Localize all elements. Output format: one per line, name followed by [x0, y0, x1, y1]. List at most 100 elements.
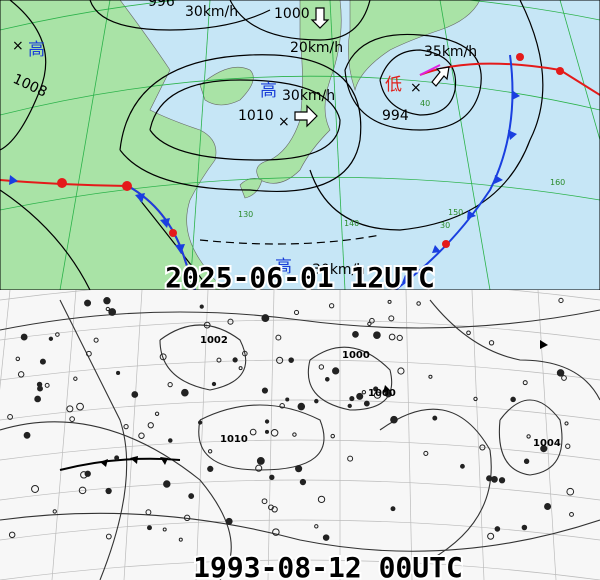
station: [486, 475, 493, 482]
station: [227, 318, 234, 325]
grid-line: [0, 439, 600, 461]
station: [521, 524, 528, 531]
station: [347, 455, 354, 462]
station: [361, 390, 367, 395]
timestamp: 2025-06-01 12UTC: [165, 261, 435, 294]
station: [116, 370, 121, 376]
center-x: ×: [278, 114, 290, 130]
grid-line: [471, 290, 485, 580]
station: [272, 528, 280, 536]
station: [328, 303, 335, 309]
pressure-label: 1010: [238, 108, 274, 124]
station: [269, 474, 275, 481]
station: [352, 331, 359, 338]
station: [332, 367, 340, 375]
station: [207, 465, 214, 473]
station: [34, 395, 41, 403]
station: [314, 524, 319, 529]
station: [203, 321, 211, 329]
station: [145, 509, 152, 516]
station: [123, 424, 129, 430]
low-label: 低: [385, 75, 402, 95]
grid-label: 30: [440, 221, 450, 230]
station: [78, 486, 87, 495]
station: [261, 314, 270, 323]
station: [384, 390, 392, 398]
station: [66, 405, 74, 413]
station: [390, 506, 396, 512]
pressure-label: 1010: [220, 434, 248, 445]
station: [69, 416, 75, 422]
station: [276, 356, 284, 364]
station: [76, 402, 84, 411]
station: [256, 457, 265, 465]
station: [105, 487, 112, 495]
station: [108, 308, 117, 316]
station: [264, 429, 270, 434]
station: [44, 382, 50, 388]
station: [264, 419, 270, 424]
station: [356, 392, 364, 400]
station: [544, 503, 552, 510]
station: [52, 509, 57, 514]
station: [324, 376, 330, 382]
grid-line: [51, 290, 77, 580]
station: [199, 304, 204, 309]
station: [388, 333, 396, 341]
station: [167, 381, 173, 388]
station: [293, 309, 300, 316]
station: [498, 477, 506, 484]
station: [207, 449, 213, 454]
grid-label: 160: [550, 178, 565, 187]
station: [168, 438, 173, 443]
station: [299, 478, 307, 486]
station: [390, 415, 398, 424]
station-plots: [7, 297, 575, 542]
station: [565, 443, 571, 449]
grid-line: [195, 290, 209, 580]
station: [159, 353, 167, 361]
grid-line: [267, 290, 275, 580]
station: [36, 381, 43, 388]
station: [103, 297, 111, 305]
station: [249, 428, 257, 436]
grid-label: 150: [448, 208, 463, 217]
grid-line: [123, 290, 143, 580]
speed-label: 20km/h: [290, 40, 343, 56]
station: [23, 431, 31, 439]
station: [369, 317, 375, 324]
station: [275, 334, 282, 341]
station: [93, 337, 99, 343]
station: [8, 531, 16, 539]
station: [225, 517, 233, 525]
speed-label: 30km/h: [282, 88, 335, 104]
station: [423, 450, 429, 456]
station: [466, 330, 471, 336]
station: [73, 376, 78, 381]
station: [561, 375, 567, 381]
station: [428, 374, 433, 379]
grid-line: [0, 290, 600, 301]
station: [211, 381, 217, 387]
high-label: 高: [260, 81, 277, 101]
isobars: [0, 299, 600, 580]
station: [255, 464, 263, 472]
station: [48, 336, 54, 341]
station: [297, 402, 306, 411]
grid-line: [0, 479, 600, 501]
station: [295, 465, 303, 473]
station: [314, 398, 319, 404]
station: [268, 504, 274, 511]
pressure-label: 996: [148, 0, 175, 10]
station: [292, 432, 297, 437]
station: [473, 396, 478, 402]
station: [388, 315, 395, 322]
station: [487, 532, 495, 540]
station: [373, 391, 382, 399]
pressure-label: 1000: [274, 6, 310, 22]
station: [238, 366, 243, 371]
station: [147, 422, 154, 429]
speed-label: 30km/h: [312, 262, 365, 278]
station: [488, 340, 495, 346]
